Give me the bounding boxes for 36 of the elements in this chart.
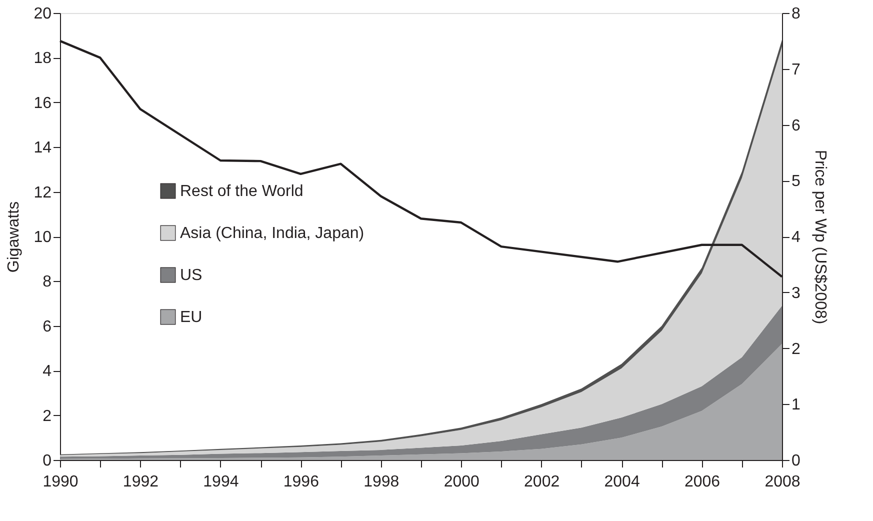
y2-tick-label: 8 (792, 6, 800, 22)
y-tick-label: 0 (42, 452, 52, 470)
x-tick-label: 2000 (444, 474, 480, 490)
y2-axis-title: Price per Wp (US$2008) (811, 150, 828, 324)
y-tick-label: 2 (42, 408, 52, 425)
y-tick-label: 16 (34, 94, 52, 112)
x-tick-label: 1990 (42, 474, 78, 490)
y-tick-label: 18 (34, 50, 52, 68)
legend-label: EU (180, 309, 202, 326)
y-tick-label: 14 (34, 140, 52, 157)
y2-tick-label: 2 (792, 340, 800, 358)
y-axis-title: Gigawatts (6, 201, 23, 273)
y2-tick-label: 4 (792, 229, 800, 246)
legend-label: Asia (China, India, Japan) (180, 225, 364, 242)
y-tick-label: 12 (34, 184, 52, 202)
y-tick-label: 10 (34, 229, 52, 246)
x-tick-label: 1996 (283, 474, 320, 490)
x-tick-label: 1998 (364, 474, 400, 490)
y2-tick-label: 0 (792, 452, 800, 470)
y-tick-label: 6 (42, 318, 52, 336)
legend-label: US (180, 267, 202, 284)
y-tick-label: 4 (42, 363, 52, 380)
y2-tick-label: 1 (792, 396, 800, 414)
x-tick-label: 1992 (122, 474, 159, 490)
y2-tick-label: 7 (792, 61, 800, 78)
x-tick-label: 2008 (764, 474, 800, 490)
y-tick-label: 20 (34, 6, 52, 22)
x-tick-label: 2002 (524, 474, 560, 490)
y-tick-label: 8 (42, 274, 52, 291)
y2-tick-label: 5 (792, 173, 800, 190)
y2-tick-label: 6 (792, 117, 800, 134)
legend-label: Rest of the World (180, 183, 304, 200)
x-tick-label: 2004 (604, 474, 640, 490)
x-tick-label: 2006 (684, 474, 720, 490)
x-tick-label: 1994 (203, 474, 239, 490)
y2-tick-label: 3 (792, 284, 800, 302)
